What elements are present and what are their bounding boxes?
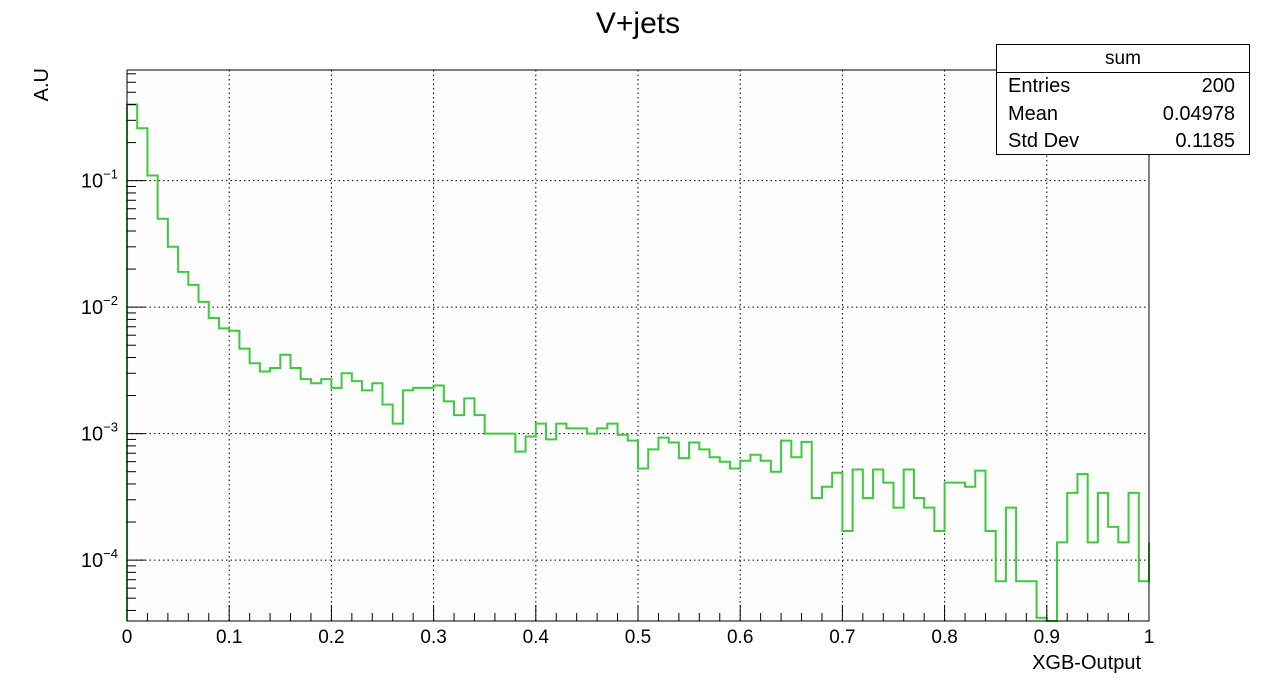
y-tick-label: 10−4 (81, 546, 118, 572)
x-tick-label: 0 (122, 627, 133, 648)
x-tick-label: 0.5 (625, 627, 651, 648)
x-tick-label: 0.2 (318, 627, 344, 648)
x-tick-label: 0.9 (1034, 627, 1060, 648)
stats-row-entries: Entries 200 (997, 73, 1249, 101)
x-tick-label: 0.8 (931, 627, 957, 648)
stats-box: sum Entries 200 Mean 0.04978 Std Dev 0.1… (996, 44, 1250, 155)
stats-label: Std Dev (1008, 130, 1080, 153)
y-tick-label: 10−2 (81, 293, 118, 319)
histogram-line (126, 103, 1150, 622)
stats-value: 200 (1201, 75, 1235, 98)
x-tick-label: 0.3 (420, 627, 446, 648)
stats-label: Mean (1008, 102, 1059, 125)
x-tick-label: 0.7 (829, 627, 855, 648)
stats-label: Entries (1008, 75, 1071, 98)
chart-title: V+jets (596, 7, 680, 40)
x-tick-label: 0.4 (523, 627, 550, 648)
x-tick-label: 0.1 (216, 627, 242, 648)
label-layer: 0 0.1 0.2 0.3 0.4 0.5 0.6 0.7 0.8 0.9 1 10−1 10−2 10−… (81, 167, 1154, 648)
y-tick-label: 10−1 (81, 167, 118, 193)
grid-layer (127, 70, 1149, 621)
stats-value: 0.1185 (1175, 130, 1235, 153)
y-axis-label: A.U (31, 68, 53, 101)
y-tick-label: 10−3 (81, 420, 118, 446)
stats-row-mean: Mean 0.04978 (997, 101, 1249, 129)
stats-row-stddev: Std Dev 0.1185 (997, 128, 1249, 156)
x-tick-label: 1 (1144, 627, 1155, 648)
x-axis-label: XGB-Output (1032, 652, 1141, 674)
tick-layer (126, 73, 1150, 621)
x-tick-label: 0.6 (727, 627, 753, 648)
histogram-layer (126, 103, 1150, 622)
stats-value: 0.04978 (1162, 102, 1235, 125)
stats-title: sum (997, 45, 1249, 73)
